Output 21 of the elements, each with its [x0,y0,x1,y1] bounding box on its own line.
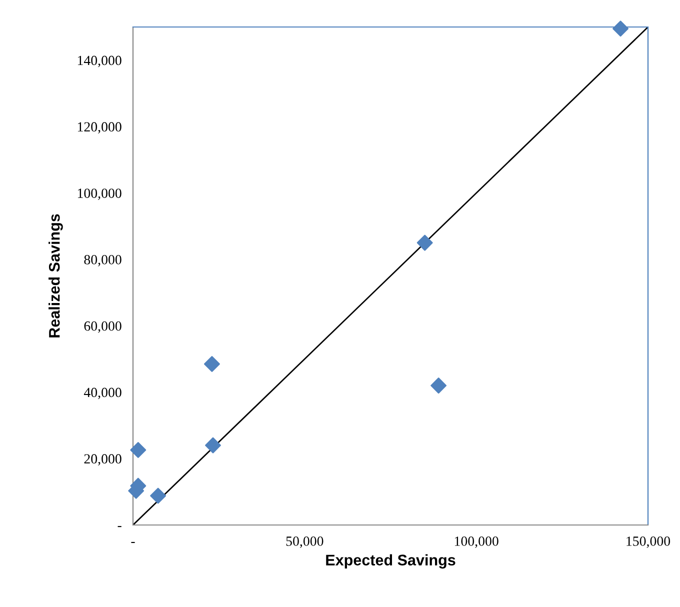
point [150,488,166,504]
point [204,356,220,372]
point [205,437,221,454]
y-tick-label: 40,000 [84,388,122,400]
y-tick-label: 120,000 [78,122,122,134]
x-tick-label: 100,000 [454,536,498,548]
y-axis-title: Realized Savings [48,214,63,338]
y-tick-label: 20,000 [84,454,122,466]
x-axis-title: Expected Savings [326,554,456,569]
x-tick-label: 50,000 [286,536,324,548]
y-tick-label: 60,000 [84,321,122,333]
y-tick-label: 80,000 [84,254,122,266]
point [612,20,629,37]
y-tick-label: 140,000 [78,56,122,68]
x-tick-label: 150,000 [626,536,670,548]
point [416,234,433,251]
y-tick-label: 100,000 [78,188,122,200]
point [430,378,447,394]
y-tick-label: - [118,526,122,528]
point [130,442,146,458]
x-tick-label: - [131,542,135,543]
